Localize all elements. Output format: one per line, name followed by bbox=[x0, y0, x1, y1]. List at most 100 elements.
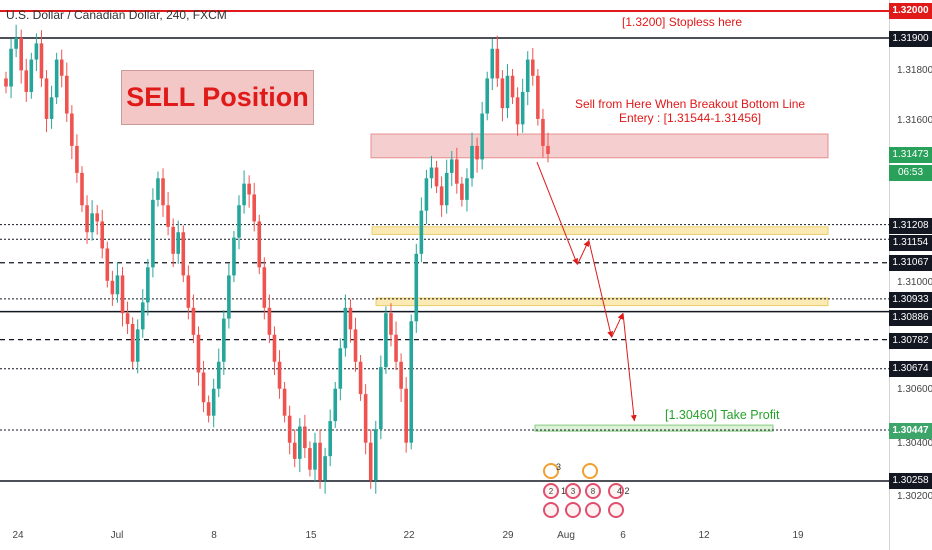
candle-body bbox=[252, 194, 257, 222]
canada-flag-icon[interactable] bbox=[582, 463, 598, 479]
candle-body bbox=[9, 48, 13, 87]
candle-body bbox=[480, 113, 484, 160]
candle-body bbox=[171, 226, 175, 254]
candle-body bbox=[24, 70, 29, 92]
candle-body bbox=[130, 323, 135, 362]
date-tick-label: 29 bbox=[502, 530, 514, 541]
candle-body bbox=[206, 402, 211, 416]
candle-body bbox=[161, 178, 165, 206]
price-tick-label: 1.31000 bbox=[897, 277, 932, 288]
candle-body bbox=[287, 415, 292, 443]
sell-position-box: SELL Position bbox=[121, 70, 314, 125]
us-flag-icon[interactable] bbox=[585, 502, 601, 518]
projection-arrow bbox=[622, 313, 637, 422]
candle-body bbox=[470, 145, 474, 179]
price-tick-label: 1.30400 bbox=[897, 438, 932, 449]
candle-body bbox=[541, 118, 545, 146]
candle-body bbox=[292, 442, 297, 459]
candle-body bbox=[262, 267, 267, 308]
candle-body bbox=[490, 48, 495, 79]
price-badge: 1.31208 bbox=[889, 218, 932, 234]
date-tick-label: 24 bbox=[12, 530, 24, 541]
candle-body bbox=[313, 442, 317, 470]
projection-arrows bbox=[536, 161, 637, 422]
candle-body bbox=[485, 78, 490, 114]
price-badge: 1.30886 bbox=[889, 310, 932, 326]
candle-body bbox=[460, 183, 464, 200]
us-flag-icon[interactable] bbox=[608, 483, 624, 499]
candle-body bbox=[146, 267, 150, 303]
support-zone-1 bbox=[371, 226, 829, 235]
entry-note-line2: Entery : [1.31544-1.31456] bbox=[618, 111, 762, 125]
horizontal-levels bbox=[0, 10, 889, 482]
candle-body bbox=[520, 91, 525, 125]
candle-body bbox=[19, 37, 23, 71]
candle-body bbox=[201, 372, 206, 403]
candle-body bbox=[343, 307, 348, 349]
candle-body bbox=[120, 275, 125, 314]
candle-body bbox=[80, 172, 84, 206]
candle-body bbox=[424, 178, 429, 211]
us-flag-icon[interactable] bbox=[608, 502, 624, 518]
candle-body bbox=[110, 280, 115, 295]
date-tick-label: Jul bbox=[110, 530, 124, 541]
candle-body bbox=[105, 248, 110, 281]
candle-body bbox=[85, 205, 89, 233]
us-flag-icon[interactable]: 2 bbox=[543, 483, 559, 499]
candle-body bbox=[328, 421, 332, 457]
candle-body bbox=[536, 75, 540, 119]
candle-body bbox=[176, 232, 181, 254]
candle-body bbox=[475, 145, 479, 160]
price-badge: 1.32000 bbox=[889, 3, 932, 19]
us-flag-icon[interactable]: 3 bbox=[565, 483, 581, 499]
price-badge: 1.31154 bbox=[889, 235, 932, 251]
date-tick-label: 12 bbox=[698, 530, 710, 541]
price-badge: 1.30782 bbox=[889, 333, 932, 349]
candle-body bbox=[75, 145, 79, 173]
price-badge: 1.31473 bbox=[889, 147, 932, 163]
candle-body bbox=[227, 275, 231, 319]
price-tick-label: 1.30600 bbox=[897, 384, 932, 395]
candle-body bbox=[196, 334, 201, 373]
candle-body bbox=[140, 302, 145, 330]
entry-zone bbox=[370, 133, 829, 159]
candle-body bbox=[39, 43, 44, 79]
candle-body bbox=[394, 334, 398, 362]
candle-body bbox=[399, 361, 403, 389]
price-badge: 1.30447 bbox=[889, 423, 932, 439]
candle-body bbox=[368, 442, 373, 481]
price-badge: 1.30258 bbox=[889, 473, 932, 489]
candle-body bbox=[409, 321, 414, 443]
candle-body bbox=[419, 210, 424, 254]
candle-body bbox=[151, 199, 155, 268]
us-flag-icon[interactable] bbox=[565, 502, 581, 518]
candle-body bbox=[181, 232, 186, 276]
candle-body bbox=[257, 221, 262, 268]
candle-body bbox=[29, 59, 34, 92]
candle-body bbox=[515, 97, 520, 125]
candle-body bbox=[389, 313, 393, 335]
candle-body bbox=[308, 448, 312, 470]
date-tick-label: Aug bbox=[557, 530, 575, 541]
candle-body bbox=[282, 388, 287, 416]
canada-flag-icon[interactable] bbox=[543, 463, 559, 479]
candle-body bbox=[232, 237, 236, 276]
projection-arrow bbox=[576, 240, 590, 265]
stopless-note: [1.3200] Stopless here bbox=[622, 15, 743, 29]
us-flag-icon[interactable]: 8 bbox=[585, 483, 601, 499]
candles-layer bbox=[4, 24, 550, 494]
price-axis[interactable] bbox=[889, 0, 932, 550]
candle-body bbox=[333, 388, 338, 422]
price-badge: 1.30933 bbox=[889, 292, 932, 308]
candle-body bbox=[348, 307, 353, 330]
candle-body bbox=[54, 59, 59, 98]
us-flag-icon[interactable] bbox=[543, 502, 559, 518]
candle-body bbox=[59, 59, 64, 76]
entry-note-line1: Sell from Here When Breakout Bottom Line bbox=[574, 97, 806, 111]
candle-body bbox=[525, 59, 530, 92]
candle-body bbox=[100, 221, 105, 249]
candle-body bbox=[125, 313, 130, 324]
projection-arrow bbox=[588, 240, 614, 338]
candle-body bbox=[211, 388, 216, 416]
